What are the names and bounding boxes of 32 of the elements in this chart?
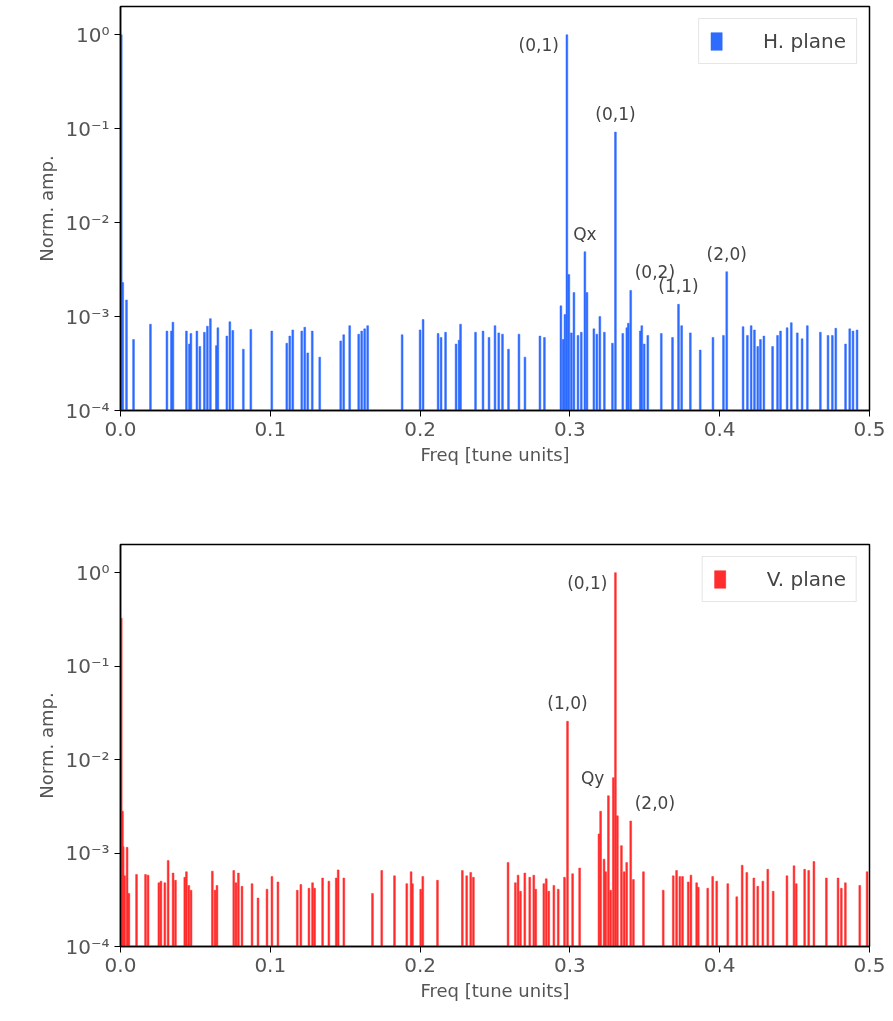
y-tick-label: 10⁻³: [65, 304, 110, 329]
x-tick-label: 0.3: [554, 952, 586, 977]
x-tick-label: 0.4: [703, 416, 736, 441]
x-tick-label: 0.2: [404, 952, 437, 977]
y-tick-label: 10⁻¹: [65, 654, 110, 679]
annotation: Qy: [580, 767, 605, 788]
legend-label: H. plane: [763, 29, 846, 53]
x-tick-label: 0.2: [404, 416, 437, 441]
x-tick-label: 0.1: [254, 952, 287, 977]
annotation: (0,1): [567, 572, 608, 593]
x-axis-title: Freq [tune units]: [420, 443, 570, 465]
y-tick-label: 10⁻¹: [65, 116, 110, 141]
y-tick-label: 10⁻²: [65, 747, 110, 772]
annotation: (0,1): [518, 34, 559, 55]
x-tick-label: 0.1: [254, 416, 287, 441]
x-tick-label: 0.5: [853, 416, 886, 441]
x-tick-label: 0.4: [703, 952, 736, 977]
annotation: (2,0): [634, 793, 676, 814]
y-axis-title: Norm. amp.: [36, 155, 58, 262]
y-axis-title: Norm. amp.: [36, 692, 58, 799]
annotation: (2,0): [706, 243, 747, 264]
annotation: Qx: [573, 223, 597, 244]
annotation: (0,1): [595, 104, 636, 125]
x-tick-label: 0.3: [554, 416, 586, 441]
y-tick-label: 10⁻²: [65, 210, 110, 235]
x-tick-label: 0.5: [853, 952, 886, 977]
y-tick-label: 10⁰: [76, 22, 110, 47]
annotation: (1,0): [547, 693, 588, 714]
legend-label: V. plane: [766, 567, 846, 591]
x-axis-title: Freq [tune units]: [420, 979, 570, 1001]
y-tick-label: 10⁰: [76, 560, 110, 585]
y-tick-label: 10⁻³: [65, 841, 110, 866]
